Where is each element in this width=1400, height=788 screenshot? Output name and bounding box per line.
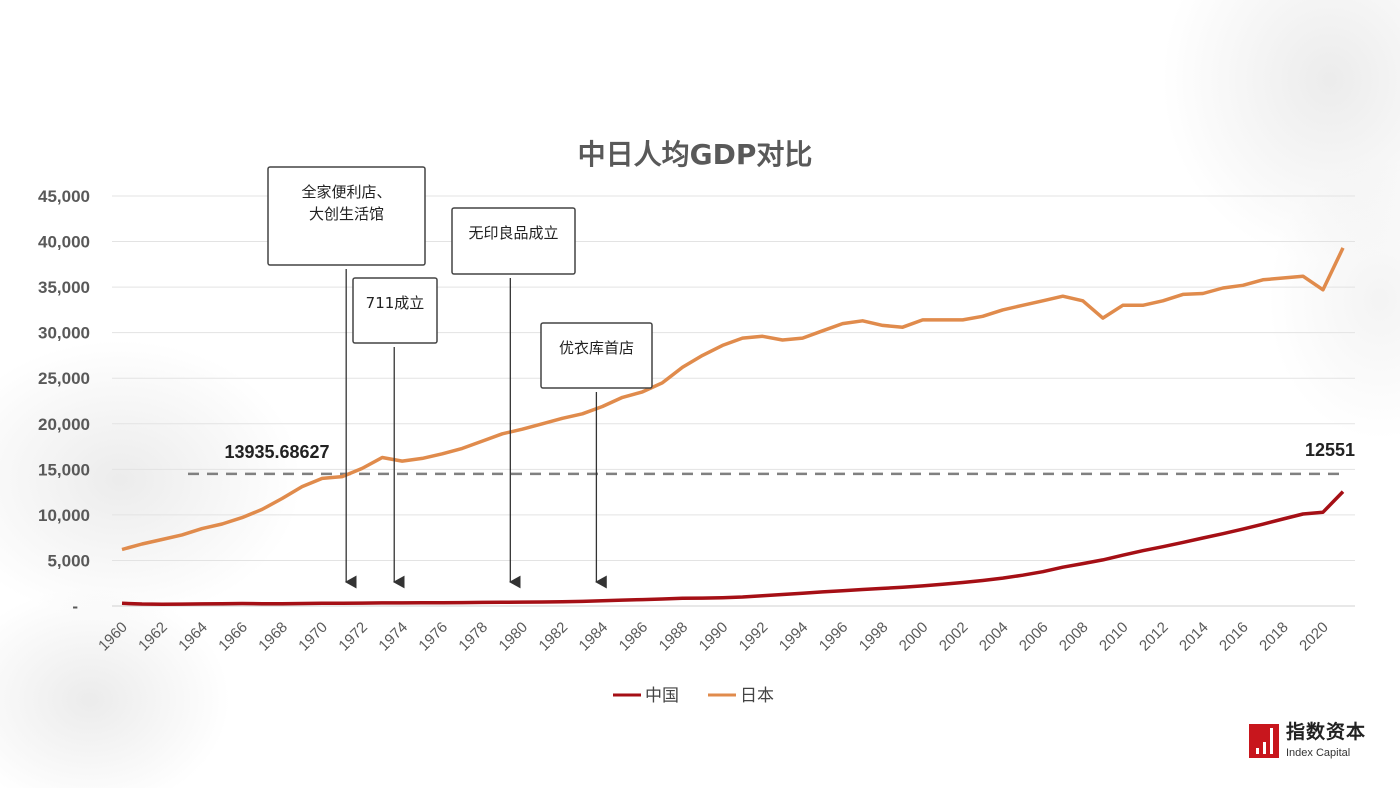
x-tick-label: 1994 (776, 619, 812, 655)
series-line-china (121, 490, 1345, 606)
x-tick-label: 1998 (856, 619, 892, 655)
annotation-callout: 全家便利店、大创生活馆 (267, 166, 426, 589)
x-tick-label: 2020 (1296, 619, 1332, 655)
annotation-callout: 优衣库首店 (540, 322, 653, 589)
annotation-box (540, 322, 653, 389)
annotation-box (451, 207, 576, 275)
y-tick-label: 45,000 (38, 187, 90, 206)
x-tick-label: 1962 (135, 619, 171, 655)
x-tick-label: 1960 (95, 619, 131, 655)
series-line-japan (121, 247, 1345, 552)
y-tick-label: 35,000 (38, 278, 90, 297)
x-tick-label: 2006 (1016, 619, 1052, 655)
data-label-china-2021: 12551 (1305, 440, 1355, 460)
x-tick-label: 2016 (1216, 619, 1252, 655)
x-tick-label: 1970 (295, 619, 331, 655)
x-tick-label: 1988 (656, 619, 692, 655)
y-tick-label: 30,000 (38, 324, 90, 343)
y-tick-label: 20,000 (38, 415, 90, 434)
data-label-japan-1970: 13935.68627 (224, 442, 329, 462)
y-tick-label: 15,000 (38, 460, 90, 479)
logo-chinese-text: 指数资本 (1286, 721, 1367, 743)
legend-label-china: 中国 (645, 686, 679, 706)
annotation-text: 无印良品成立 (468, 224, 558, 242)
x-tick-label: 1978 (456, 619, 492, 655)
annotation-text: 711成立 (366, 294, 425, 312)
x-tick-label: 2018 (1256, 619, 1292, 655)
chart-title: 中日人均GDP对比 (578, 138, 813, 171)
x-tick-label: 2014 (1176, 619, 1212, 655)
logo-english-text: Index Capital (1286, 747, 1351, 759)
x-tick-label: 2012 (1136, 619, 1172, 655)
y-tick-label: 25,000 (38, 369, 90, 388)
legend: 中国 日本 (613, 686, 774, 706)
y-tick-label: 40,000 (38, 233, 90, 252)
x-tick-label: 1986 (616, 619, 652, 655)
x-tick-label: 1974 (375, 619, 411, 655)
annotation-text: 全家便利店、 (301, 183, 391, 201)
x-tick-label: 2002 (936, 619, 972, 655)
x-tick-label: 1980 (496, 619, 532, 655)
x-tick-label: 1964 (175, 619, 211, 655)
x-tick-label: 1968 (255, 619, 291, 655)
x-tick-label: 2008 (1056, 619, 1092, 655)
x-tick-label: 2000 (896, 619, 932, 655)
x-tick-label: 2010 (1096, 619, 1132, 655)
x-tick-label: 1966 (215, 619, 251, 655)
annotation-text: 大创生活馆 (309, 205, 384, 223)
annotation-box (352, 277, 438, 344)
x-tick-label: 2004 (976, 619, 1012, 655)
y-tick-label: - (72, 597, 78, 616)
annotation-text: 优衣库首店 (559, 339, 634, 357)
y-tick-label: 5,000 (47, 551, 90, 570)
annotation-callout: 711成立 (352, 277, 438, 589)
x-tick-label: 1972 (335, 619, 371, 655)
x-tick-label: 1996 (816, 619, 852, 655)
annotation-callout: 无印良品成立 (451, 207, 576, 589)
x-tick-label: 1992 (736, 619, 772, 655)
annotation-box (267, 166, 426, 266)
x-tick-label: 1990 (696, 619, 732, 655)
index-capital-logo-icon (1249, 724, 1279, 758)
legend-label-japan: 日本 (740, 686, 774, 706)
x-tick-label: 1982 (536, 619, 572, 655)
x-tick-label: 1984 (576, 619, 612, 655)
x-tick-label: 1976 (415, 619, 451, 655)
y-tick-label: 10,000 (38, 506, 90, 525)
